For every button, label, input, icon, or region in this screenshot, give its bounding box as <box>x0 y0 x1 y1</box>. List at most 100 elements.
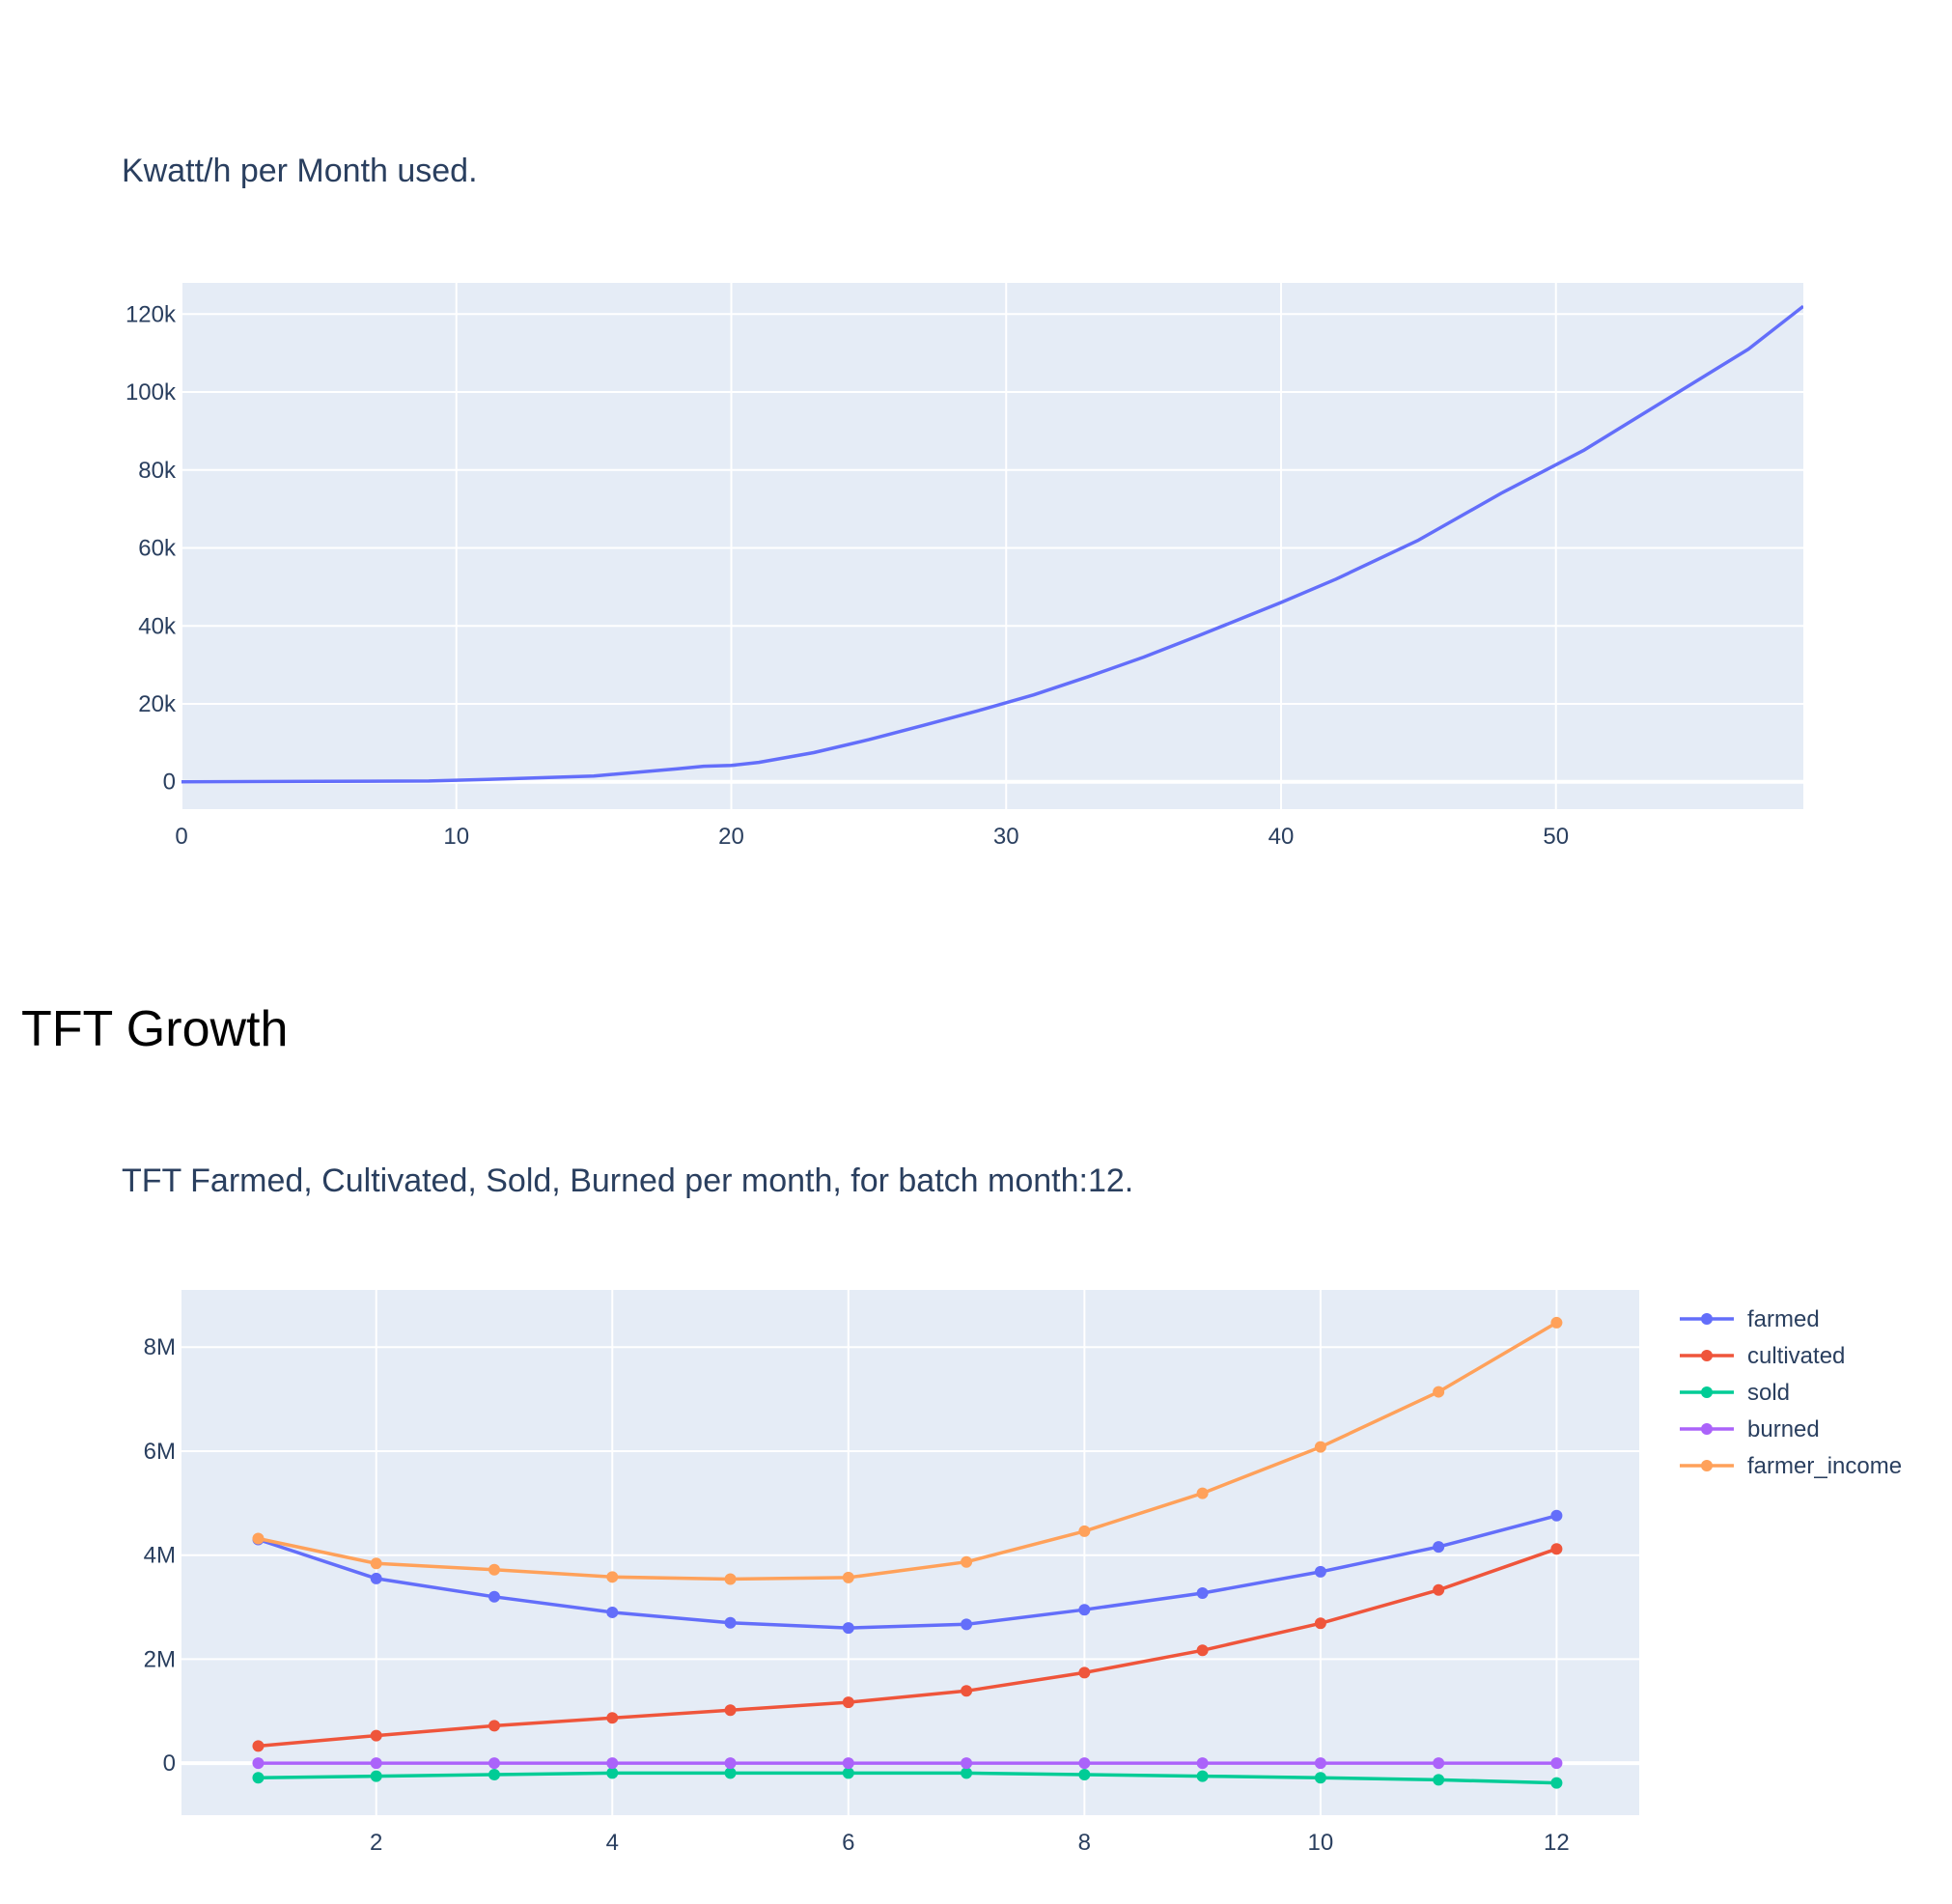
burned-point <box>488 1757 501 1770</box>
y-tick-label: 2M <box>144 1646 176 1672</box>
burned-point <box>842 1757 854 1770</box>
y-tick-label: 0 <box>163 770 176 796</box>
legend-item-burned: burned <box>1680 1416 1820 1442</box>
cultivated-point <box>842 1696 854 1709</box>
sold-point <box>1078 1768 1091 1780</box>
y-tick-label: 120k <box>125 301 177 327</box>
x-tick-label: 50 <box>1543 824 1569 850</box>
sold-point <box>252 1772 265 1784</box>
sold-point <box>961 1767 973 1779</box>
sold-point <box>724 1767 737 1779</box>
farmer_income-point <box>1196 1487 1209 1499</box>
y-tick-label: 80k <box>138 458 177 484</box>
y-tick-label: 6M <box>144 1439 176 1465</box>
y-tick-label: 60k <box>138 536 177 562</box>
legend-label: farmed <box>1747 1306 1820 1332</box>
kwatt-chart-block: Kwatt/h per Month used. 0 10 20 30 40 50 0 20k 4… <box>0 0 1952 869</box>
x-tick-label: 40 <box>1269 824 1295 850</box>
x-tick-label: 30 <box>993 824 1019 850</box>
cultivated-line <box>258 1547 1557 1749</box>
cultivated-point <box>1078 1666 1091 1679</box>
cultivated-point <box>724 1704 737 1717</box>
legend-item-sold: sold <box>1680 1380 1790 1406</box>
farmer_income-point <box>606 1571 619 1583</box>
farmer_income-point <box>1314 1441 1326 1453</box>
burned-point <box>252 1757 265 1770</box>
legend-item-farmer_income: farmer_income <box>1680 1453 1902 1479</box>
farmed-line <box>257 1514 1557 1630</box>
y-tick-label: 100k <box>125 379 177 406</box>
farmed-point <box>370 1572 382 1584</box>
cultivated-point <box>1433 1583 1445 1596</box>
legend-item-cultivated: cultivated <box>1680 1343 1845 1369</box>
legend-label: sold <box>1747 1380 1790 1406</box>
cultivated-point <box>370 1729 382 1742</box>
x-tick-label: 10 <box>443 824 469 850</box>
farmer_income-point <box>488 1563 501 1576</box>
sold-point <box>370 1770 382 1782</box>
tft-growth-chart-block: TFT Farmed, Cultivated, Sold, Burned per… <box>0 966 1952 1904</box>
sold-point <box>1196 1770 1209 1782</box>
x-tick-label: 6 <box>842 1830 854 1856</box>
legend-swatch-marker <box>1701 1386 1713 1398</box>
farmed-point <box>1550 1509 1563 1522</box>
plot-area <box>181 283 1803 809</box>
farmed-point <box>842 1622 854 1635</box>
farmer_income-point <box>1433 1386 1445 1398</box>
sold-point <box>1433 1774 1445 1786</box>
x-tick-label: 8 <box>1078 1830 1091 1856</box>
burned-point <box>1078 1757 1091 1770</box>
farmed-point <box>724 1616 737 1629</box>
farmed-point <box>488 1590 501 1603</box>
burned-point <box>961 1757 973 1770</box>
y-tick-label: 8M <box>144 1334 176 1360</box>
x-tick-label: 10 <box>1308 1830 1334 1856</box>
kwatt-chart: 0 10 20 30 40 50 0 20k 40k 60k 80k 100k 120k <box>125 283 1803 850</box>
section-heading: TFT Growth <box>21 1001 289 1057</box>
sold-point <box>842 1767 854 1779</box>
cultivated-point <box>606 1712 619 1724</box>
tft-chart-title: TFT Farmed, Cultivated, Sold, Burned per… <box>122 1162 1134 1199</box>
farmed-point <box>1196 1587 1209 1600</box>
farmer_income-point <box>961 1555 973 1568</box>
burned-point <box>1314 1757 1326 1770</box>
series-line <box>181 304 1803 784</box>
y-tick-label: 0 <box>163 1750 176 1777</box>
sold-point <box>1550 1777 1563 1789</box>
legend-swatch-marker <box>1701 1313 1713 1325</box>
cultivated-point <box>1196 1644 1209 1657</box>
legend-swatch-marker <box>1701 1350 1713 1361</box>
cultivated-point <box>252 1740 265 1752</box>
y-tick-label: 4M <box>144 1543 176 1569</box>
farmer_income-point <box>724 1573 737 1585</box>
cultivated-point <box>1314 1617 1326 1630</box>
farmed-point <box>606 1606 619 1618</box>
burned-point <box>1196 1757 1209 1770</box>
x-tick-label: 20 <box>718 824 744 850</box>
cultivated-point <box>1550 1543 1563 1555</box>
cultivated-point <box>488 1720 501 1732</box>
burned-point <box>1550 1757 1563 1770</box>
legend-swatch-marker <box>1701 1460 1713 1471</box>
burned-point <box>370 1757 382 1770</box>
farmed-point <box>1433 1541 1445 1554</box>
sold-point <box>1314 1772 1326 1784</box>
y-tick-label: 40k <box>138 613 177 639</box>
kwatt-chart-title: Kwatt/h per Month used. <box>122 153 478 189</box>
farmer_income-point <box>370 1557 382 1570</box>
burned-point <box>1433 1757 1445 1770</box>
x-tick-label: 4 <box>606 1830 619 1856</box>
burned-point <box>606 1757 619 1770</box>
legend-label: burned <box>1747 1416 1820 1442</box>
legend-label: cultivated <box>1747 1343 1845 1369</box>
farmer_income-point <box>842 1571 854 1583</box>
cultivated-point <box>961 1685 973 1697</box>
farmer_income-line <box>258 1321 1558 1582</box>
plot-area <box>181 1290 1639 1815</box>
sold-point <box>488 1768 501 1780</box>
sold-point <box>606 1767 619 1779</box>
farmed-point <box>961 1618 973 1631</box>
farmer_income-point <box>1550 1316 1563 1329</box>
burned-point <box>724 1757 737 1770</box>
x-tick-label: 0 <box>175 824 187 850</box>
